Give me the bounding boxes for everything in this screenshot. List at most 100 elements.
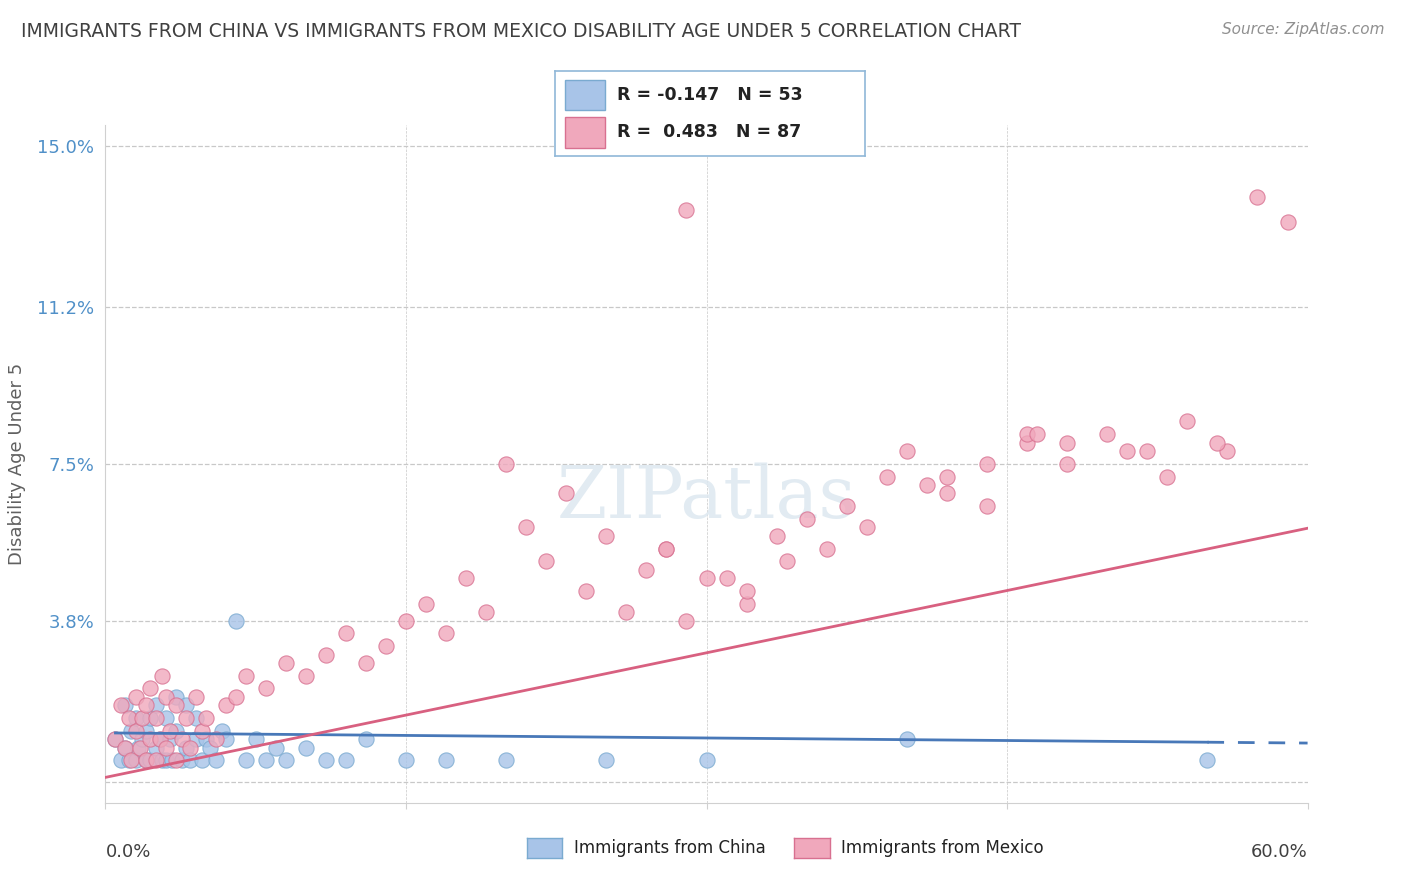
Point [104,732,127,747]
Point [1017,435,1039,450]
Point [214,732,236,747]
Text: R = -0.147   N = 53: R = -0.147 N = 53 [617,87,803,104]
Point [415,597,437,611]
Point [1097,427,1119,442]
Text: IMMIGRANTS FROM CHINA VS IMMIGRANTS FROM MEXICO DISABILITY AGE UNDER 5 CORRELATI: IMMIGRANTS FROM CHINA VS IMMIGRANTS FROM… [21,22,1021,41]
Point [155,690,177,704]
Point [776,554,799,568]
Point [395,753,418,767]
Point [616,605,638,619]
Point [165,753,187,767]
Point [274,656,297,670]
Point [170,732,193,747]
Point [675,614,697,628]
Point [150,669,173,683]
Text: Source: ZipAtlas.com: Source: ZipAtlas.com [1222,22,1385,37]
Point [1026,427,1049,442]
Point [155,711,177,725]
Point [595,529,617,543]
Point [198,740,221,755]
Point [138,711,160,725]
Point [155,753,177,767]
Point [235,669,257,683]
Point [534,554,557,568]
Point [214,698,236,713]
Point [145,711,167,725]
Point [190,723,212,738]
Point [395,614,418,628]
Point [976,457,998,471]
Point [174,711,197,725]
Point [1136,444,1159,458]
Point [138,732,160,747]
Point [354,656,377,670]
Point [110,753,132,767]
Point [515,520,537,534]
Point [636,563,658,577]
Point [976,500,998,514]
Point [434,626,457,640]
Point [655,541,678,556]
Point [434,753,457,767]
Text: ZIPatlas: ZIPatlas [557,462,856,533]
Point [765,529,787,543]
Point [190,753,212,767]
Point [165,690,187,704]
Point [1246,190,1268,204]
Point [295,669,318,683]
Point [131,711,153,725]
Point [174,698,197,713]
Point [696,753,718,767]
Point [254,753,277,767]
Point [118,711,141,725]
Point [896,444,918,458]
Point [1056,457,1078,471]
Point [936,486,959,500]
Point [495,457,517,471]
Point [1056,435,1078,450]
Point [315,648,337,662]
Point [179,740,201,755]
Point [194,732,217,747]
Point [148,732,170,747]
Point [876,469,898,483]
Point [254,681,277,696]
Point [124,690,146,704]
Point [1216,444,1239,458]
Point [114,740,136,755]
Point [124,711,146,725]
Point [179,753,201,767]
Point [555,486,578,500]
Point [696,571,718,585]
Point [915,478,938,492]
Text: R =  0.483   N = 87: R = 0.483 N = 87 [617,123,801,141]
Point [1206,435,1229,450]
Point [159,723,181,738]
Point [165,698,187,713]
Y-axis label: Disability Age Under 5: Disability Age Under 5 [8,363,27,565]
Text: 0.0%: 0.0% [105,844,150,862]
Point [110,698,132,713]
Point [145,740,167,755]
Point [655,541,678,556]
Point [135,698,157,713]
Point [165,723,187,738]
Text: Immigrants from Mexico: Immigrants from Mexico [841,839,1043,857]
Text: Immigrants from China: Immigrants from China [574,839,765,857]
Point [1156,469,1178,483]
Bar [565,80,605,111]
Point [150,753,173,767]
Point [835,500,858,514]
Point [295,740,318,755]
Point [796,512,818,526]
Point [264,740,287,755]
Point [148,732,170,747]
Point [204,732,226,747]
Point [135,723,157,738]
Point [374,639,398,653]
Point [124,723,146,738]
Point [135,753,157,767]
Point [131,732,153,747]
Point [595,753,617,767]
Point [735,583,758,598]
